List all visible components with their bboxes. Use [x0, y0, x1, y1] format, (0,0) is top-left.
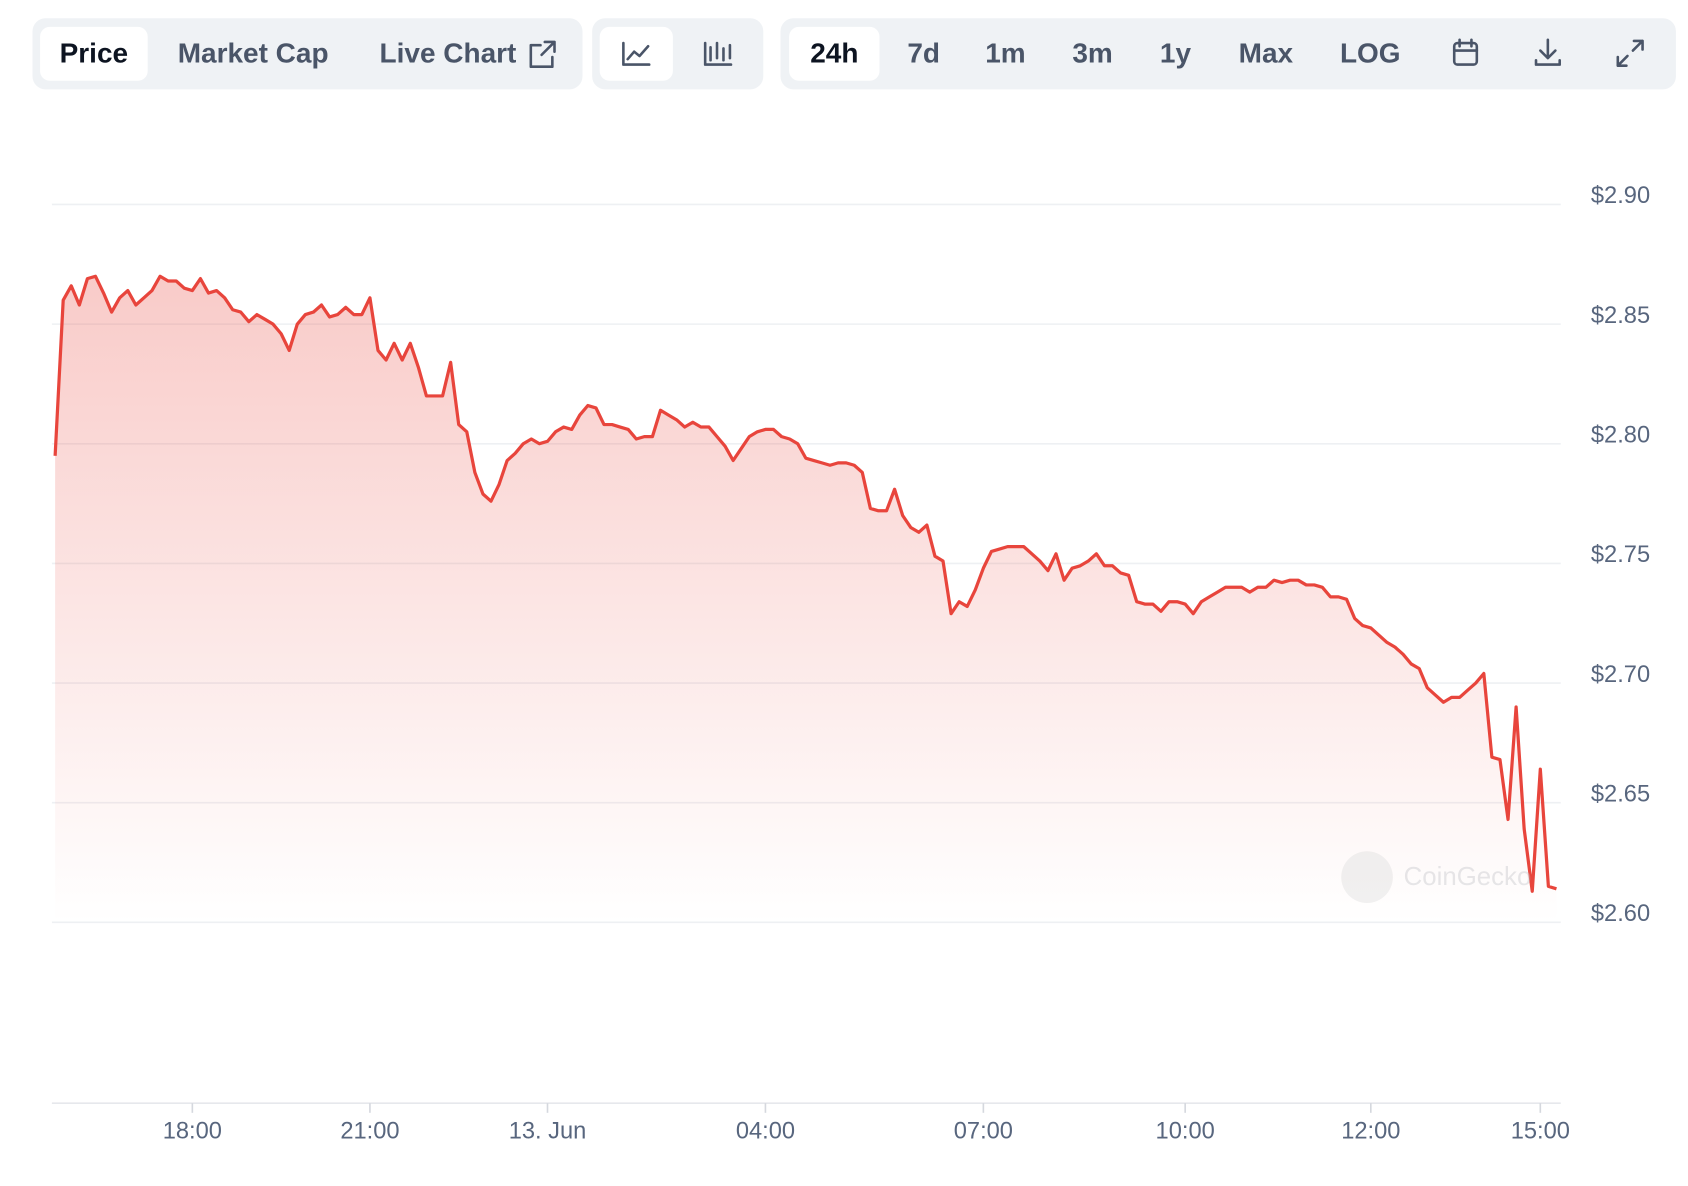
watermark: CoinGecko [1341, 851, 1531, 903]
range-button[interactable]: 1y [1160, 37, 1192, 68]
download-button[interactable] [1534, 38, 1561, 66]
range-button[interactable]: 7d [907, 37, 940, 68]
x-tick-label: 07:00 [954, 1118, 1013, 1144]
range-button[interactable]: LOG [1340, 37, 1401, 68]
chart: $2.90 $2.85 $2.80 $2.75 $2.70 $2.65 $2.60 18:00… [51, 183, 1650, 1144]
x-tick-label: 12:00 [1341, 1118, 1400, 1144]
y-tick-label: $2.90 [1591, 183, 1650, 209]
x-tick-label: 13. Jun [509, 1118, 587, 1144]
range-group [780, 18, 1676, 90]
y-tick-label: $2.70 [1591, 662, 1650, 688]
range-button[interactable]: 24h [810, 37, 858, 68]
price-area [55, 276, 1557, 923]
price-line [53, 274, 1557, 893]
fullscreen-button[interactable] [1616, 39, 1644, 67]
x-tick-label: 10:00 [1156, 1118, 1215, 1144]
external-link-icon [529, 40, 556, 69]
x-tick-label: 18:00 [163, 1118, 222, 1144]
y-tick-label: $2.75 [1591, 542, 1650, 568]
x-tick-label: 21:00 [340, 1118, 399, 1144]
tab[interactable]: Market Cap [178, 37, 329, 68]
tab-group [32, 18, 583, 90]
y-tick-label: $2.65 [1591, 781, 1650, 807]
tab[interactable]: Price [60, 37, 128, 68]
candle-chart-button[interactable] [703, 41, 733, 66]
range-active-bg [789, 26, 880, 81]
range-button[interactable]: 1m [985, 37, 1025, 68]
watermark-logo [1341, 851, 1393, 903]
y-tick-label: $2.85 [1591, 303, 1650, 329]
y-tick-label: $2.60 [1591, 901, 1650, 927]
tab-active-bg [40, 26, 148, 81]
x-tick-label: 15:00 [1511, 1118, 1570, 1144]
x-tick-label: 04:00 [736, 1118, 795, 1144]
range-button[interactable]: Max [1239, 37, 1294, 68]
toolbar: Price Market Cap Live Chart 24h 7d 1m 3m… [32, 18, 1676, 90]
range-button[interactable]: 3m [1072, 37, 1112, 68]
calendar-button[interactable] [1452, 38, 1479, 66]
tab[interactable]: Live Chart [380, 37, 517, 68]
watermark-text: CoinGecko [1404, 863, 1532, 891]
y-tick-label: $2.80 [1591, 422, 1650, 448]
line-chart-button[interactable] [622, 41, 651, 66]
